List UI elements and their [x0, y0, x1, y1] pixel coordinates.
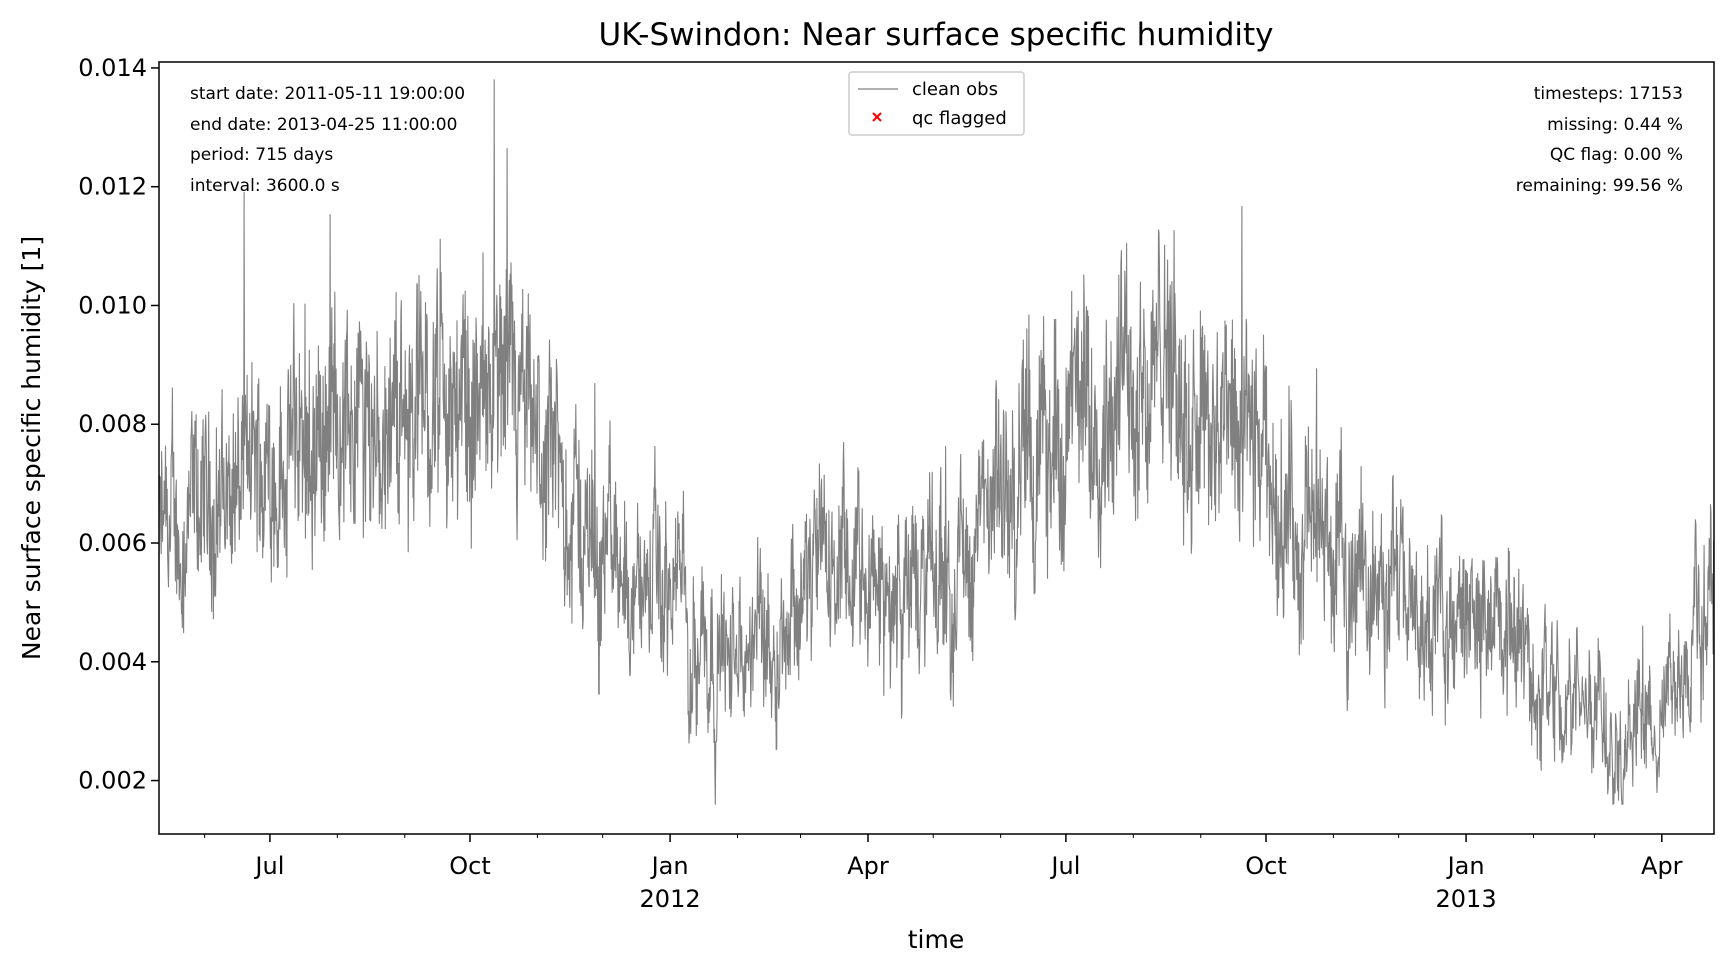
x-tick-year-label: 2013 [1436, 885, 1497, 913]
plot-frame [158, 61, 1715, 835]
legend-box [848, 71, 1025, 136]
x-tick-label: Jul [1049, 852, 1080, 880]
y-tick-label: 0.012 [78, 173, 147, 201]
y-tick-label: 0.008 [78, 410, 147, 438]
x-tick-label: Oct [1245, 852, 1287, 880]
y-tick-label: 0.004 [78, 648, 147, 676]
info-end-date: end date: 2013-04-25 11:00:00 [190, 115, 457, 135]
chart-title: UK-Swindon: Near surface specific humidi… [599, 17, 1274, 53]
y-axis-label: Near surface specific humidity [1] [17, 236, 46, 660]
series-line-clean-obs [158, 79, 1715, 805]
info-start-date: start date: 2011-05-11 19:00:00 [190, 84, 465, 104]
info-right: timesteps: 17153 missing: 0.44 % QC flag… [1516, 84, 1683, 196]
y-tick-label: 0.002 [78, 767, 147, 795]
info-left: start date: 2011-05-11 19:00:00 end date… [190, 84, 465, 196]
x-tick-label: Apr [1641, 852, 1683, 880]
plot-area [158, 79, 1715, 805]
x-tick-label: Apr [847, 852, 889, 880]
info-remaining: remaining: 99.56 % [1516, 176, 1683, 196]
y-tick-label: 0.014 [78, 54, 147, 82]
info-period: period: 715 days [190, 145, 333, 165]
legend-x-marker [872, 112, 882, 122]
x-tick-year-label: 2012 [640, 885, 701, 913]
legend-label-clean-obs: clean obs [912, 79, 998, 100]
legend: clean obs qc flagged [848, 71, 1025, 136]
x-tick-label: Jul [253, 852, 284, 880]
y-tick-label: 0.006 [78, 529, 147, 557]
x-tick-label: Jan [650, 852, 689, 880]
y-axis: 0.002 0.004 0.006 0.008 0.010 0.012 0.014 [78, 54, 159, 795]
info-qc-flag: QC flag: 0.00 % [1550, 145, 1683, 165]
x-axis: Jul Oct Jan 2012 Apr Jul Oct Jan 2013 Apr [204, 834, 1683, 913]
info-timesteps: timesteps: 17153 [1534, 84, 1683, 104]
x-tick-label: Jan [1446, 852, 1485, 880]
x-axis-label: time [908, 925, 964, 954]
y-tick-label: 0.010 [78, 291, 147, 319]
legend-label-qc-flagged: qc flagged [912, 108, 1007, 129]
info-missing: missing: 0.44 % [1547, 115, 1683, 135]
info-interval: interval: 3600.0 s [190, 176, 340, 196]
x-tick-label: Oct [449, 852, 491, 880]
